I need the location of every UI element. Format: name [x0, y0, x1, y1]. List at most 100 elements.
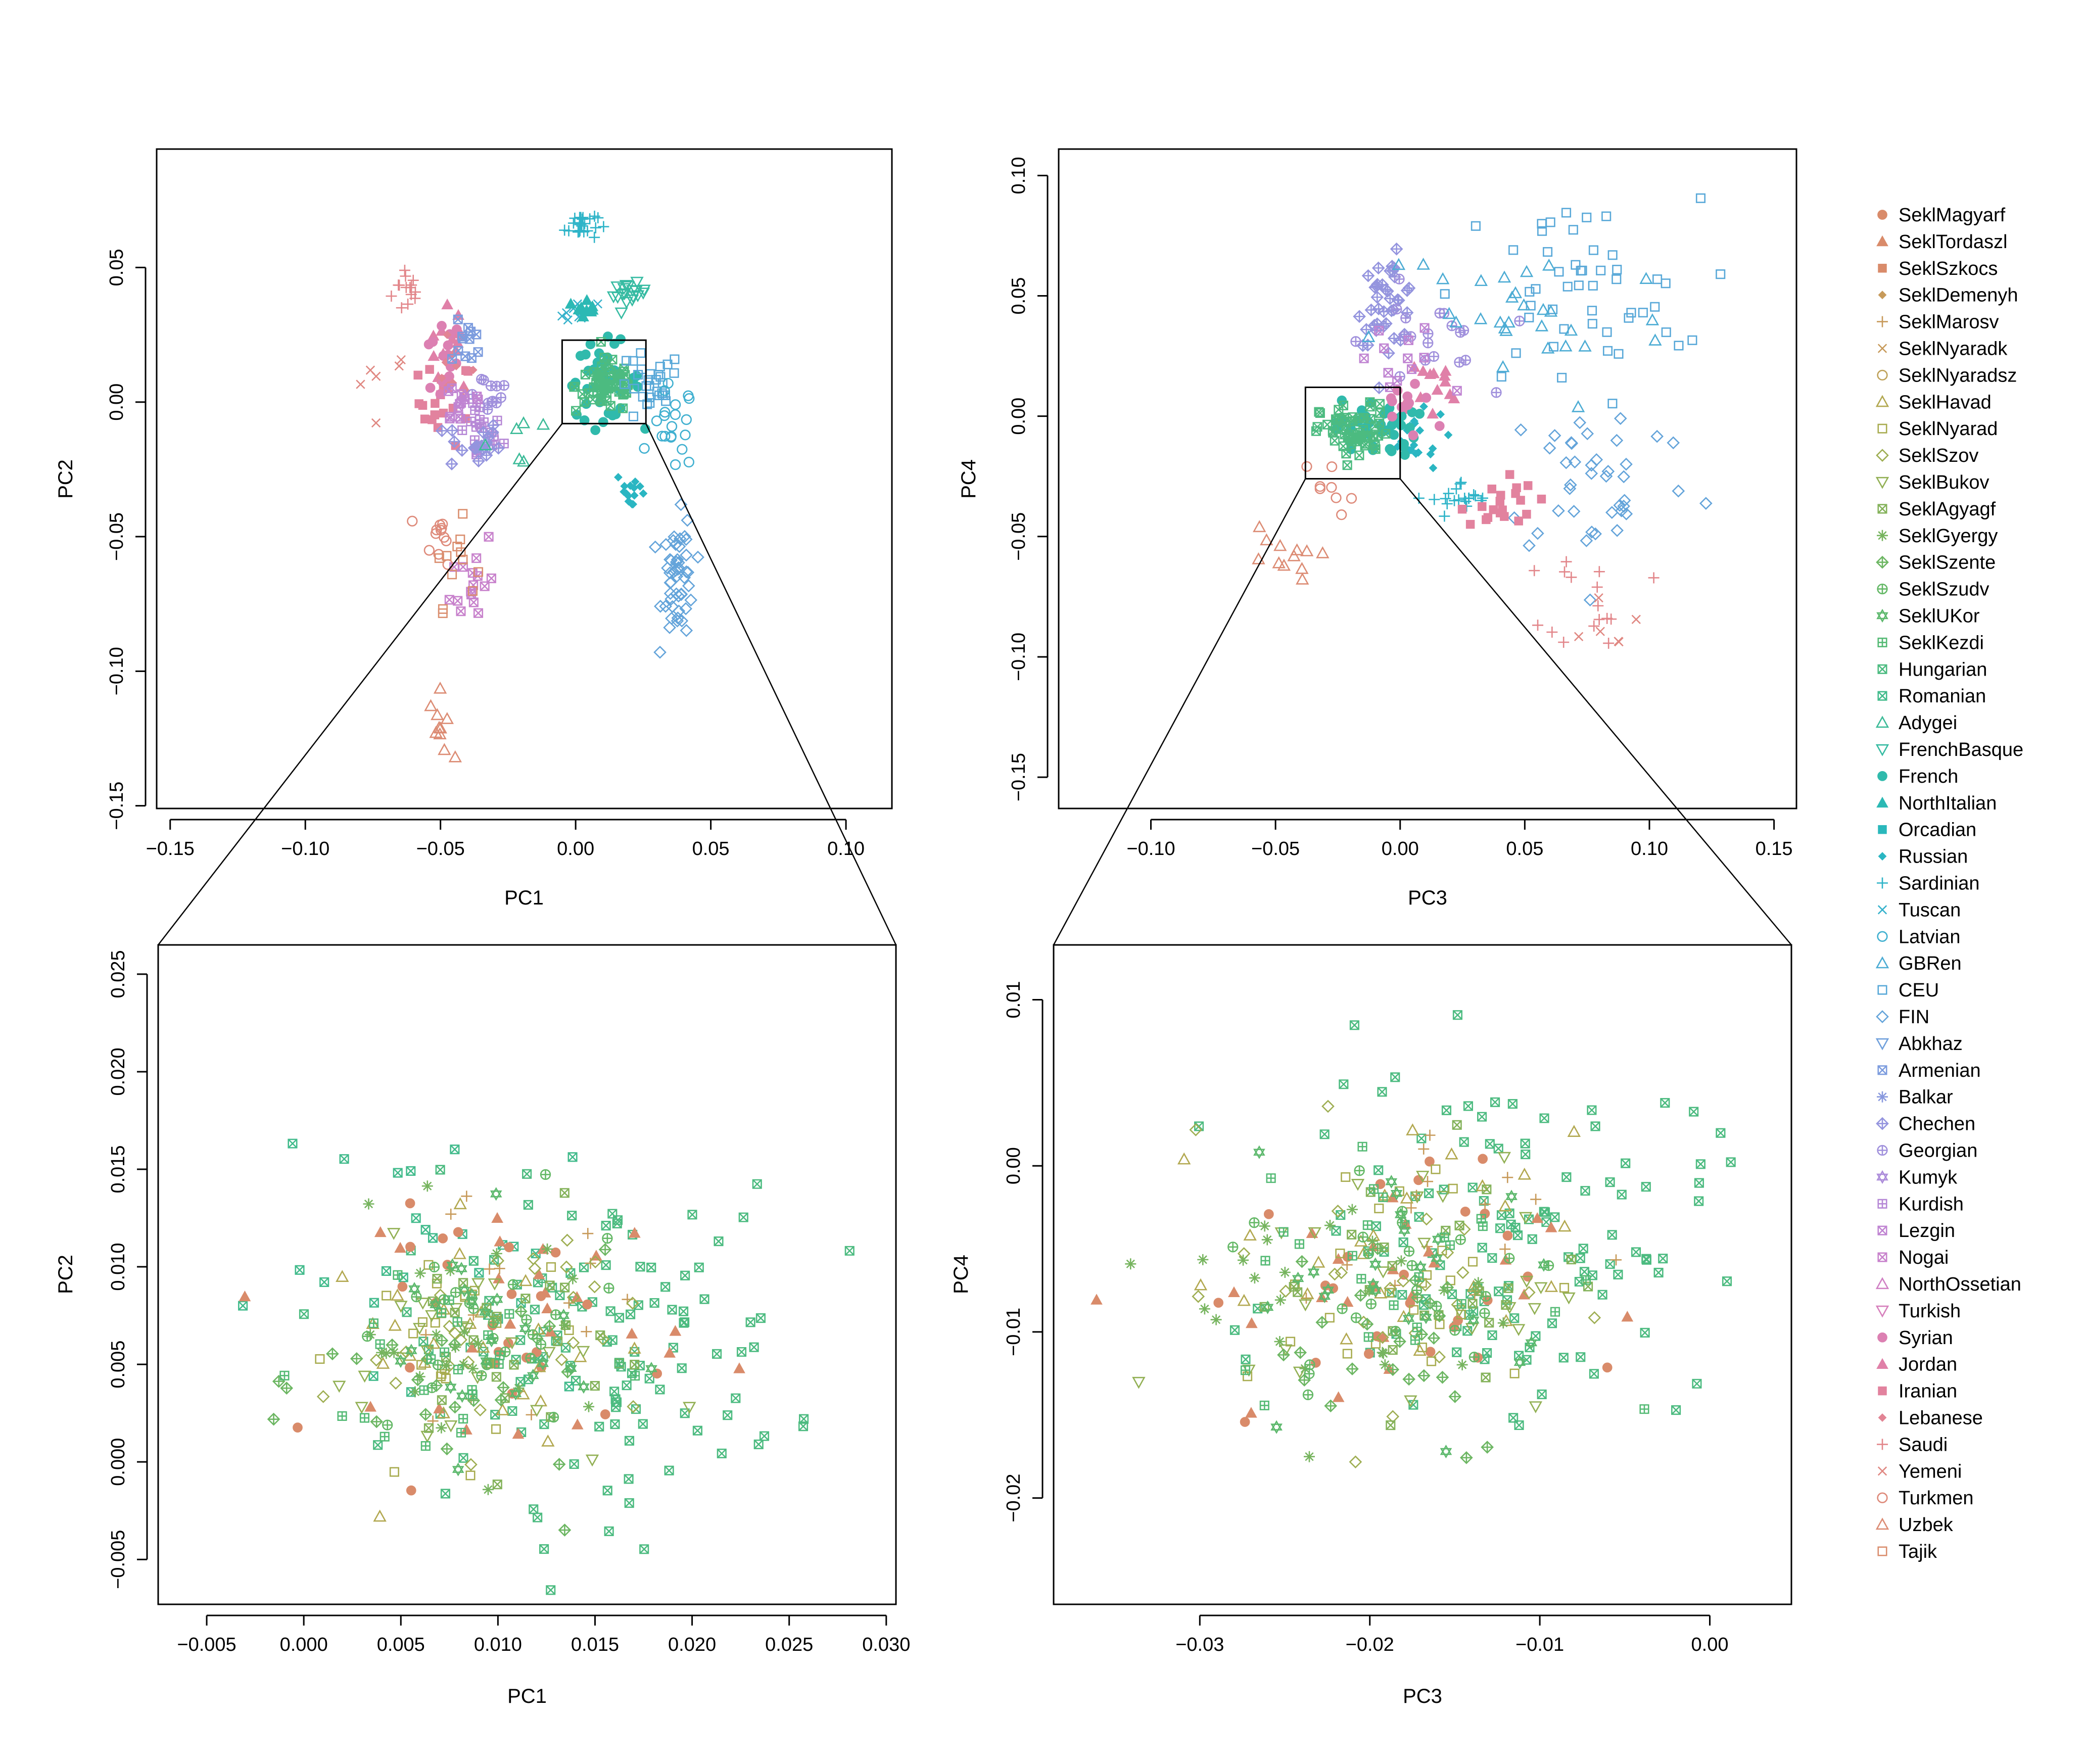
scatter-points: [1252, 193, 1726, 649]
point-seklgyergy: [1324, 1220, 1336, 1231]
point-seklhavad: [453, 1197, 467, 1210]
legend-item: Latvian: [1877, 926, 1961, 947]
legend-label: Abkhaz: [1899, 1033, 1963, 1055]
point-latvian: [651, 415, 662, 426]
point-seklgyergy: [1238, 1254, 1249, 1266]
point-seklkezdi: [614, 1358, 624, 1368]
point-seklhavad: [1400, 1191, 1414, 1204]
point-hungarian: [602, 1486, 612, 1496]
point-seklbukov: [358, 1370, 371, 1383]
point-kurdish: [457, 425, 467, 435]
point-sekltordaszl: [571, 1291, 583, 1302]
point-seklagyagf: [1452, 1120, 1462, 1130]
point-sardinian: [1470, 490, 1481, 502]
point-jordan: [1431, 384, 1444, 395]
point-ceu: [1588, 280, 1598, 291]
point-fin: [678, 571, 691, 584]
legend-item: Turkmen: [1877, 1488, 1974, 1509]
point-seklszudv: [1431, 1301, 1442, 1312]
point-ceu: [1626, 308, 1636, 318]
point-seklszente: [1294, 1346, 1307, 1359]
point-hungarian: [1578, 1244, 1588, 1254]
legend-marker: [1877, 771, 1887, 781]
point-seklukor: [480, 1354, 492, 1368]
point-latvian: [670, 459, 681, 470]
x-tick-label: 0.015: [571, 1634, 619, 1655]
legend-marker: [1875, 1277, 1889, 1290]
point-seklszov: [1441, 1246, 1454, 1259]
point-seklkezdi: [1456, 1299, 1466, 1309]
point-hungarian: [1419, 1300, 1429, 1310]
point-sekltordaszl: [664, 1347, 676, 1358]
point-chechen: [1387, 331, 1401, 345]
point-hungarian: [1493, 1143, 1503, 1154]
point-seklszudv: [1304, 1359, 1315, 1370]
point-seklszente: [435, 1334, 449, 1347]
legend-label: Jordan: [1899, 1354, 1957, 1375]
point-hungarian: [1452, 1010, 1462, 1020]
point-georgian: [1460, 355, 1472, 366]
point-seklgyergy: [1249, 1272, 1260, 1284]
point-hungarian: [1319, 1129, 1330, 1139]
point-kurdish: [499, 439, 509, 449]
point-seklmarosv: [1418, 1143, 1430, 1155]
legend-label: SeklSzente: [1899, 552, 1996, 574]
zoom-connectors: [158, 339, 1792, 945]
point-fin: [1568, 455, 1582, 469]
point-fin: [659, 538, 673, 551]
legend-item: Adygei: [1875, 712, 1957, 734]
point-sekltordaszl: [1245, 1407, 1257, 1418]
point-seklkezdi: [458, 1414, 468, 1424]
point-hungarian: [546, 1585, 556, 1595]
x-tick-label: −0.15: [146, 838, 195, 860]
point-lezgin: [1407, 364, 1417, 374]
point-syrian: [425, 383, 436, 393]
point-iranian: [1505, 470, 1514, 479]
point-seklukor: [1385, 1175, 1398, 1189]
point-saudi: [386, 291, 397, 302]
point-seklukor: [527, 1368, 539, 1382]
point-hungarian: [1490, 1097, 1500, 1107]
point-seklszudv: [602, 1233, 613, 1244]
point-seklkezdi: [444, 1295, 454, 1305]
point-latvian: [659, 410, 670, 421]
point-fin: [1564, 478, 1577, 492]
point-ceu: [629, 384, 639, 394]
point-hungarian: [1580, 1186, 1590, 1196]
point-seklbukov: [1132, 1376, 1146, 1389]
point-chechen: [1368, 280, 1382, 294]
point-seklszente: [326, 1347, 339, 1361]
point-saudi: [1559, 566, 1571, 578]
point-french: [585, 339, 596, 350]
point-hungarian: [1510, 1223, 1521, 1233]
point-saudi: [1593, 566, 1605, 578]
point-sekltordaszl: [539, 1286, 551, 1298]
point-romanian: [369, 1298, 379, 1308]
point-seklszudv: [1363, 1248, 1375, 1259]
point-iranian: [1512, 483, 1521, 493]
point-chechen: [487, 418, 500, 432]
point-chechen: [1353, 310, 1366, 323]
point-hungarian: [596, 337, 606, 347]
point-seklkezdi: [495, 1350, 505, 1360]
zoom-connector-right: [645, 423, 897, 945]
point-seklgyergy: [376, 1347, 388, 1358]
point-nogai: [473, 608, 484, 618]
point-nogai: [486, 574, 496, 584]
point-hungarian: [1477, 1243, 1487, 1253]
point-romanian: [564, 1381, 574, 1392]
point-french: [590, 425, 600, 436]
point-hungarian: [679, 1306, 689, 1316]
point-ceu: [1511, 348, 1521, 358]
x-axis-label: PC1: [507, 1685, 547, 1707]
point-seklszov: [464, 1458, 478, 1471]
point-hungarian: [1365, 402, 1375, 412]
point-seklszente: [1402, 1372, 1415, 1386]
point-seklkezdi: [359, 1413, 370, 1423]
point-gbren: [1436, 272, 1450, 284]
point-hungarian: [607, 1335, 618, 1345]
point-sardinian: [1429, 494, 1440, 505]
point-ceu: [1602, 327, 1612, 337]
point-yemeni: [1631, 614, 1641, 624]
point-hungarian: [699, 1294, 709, 1304]
